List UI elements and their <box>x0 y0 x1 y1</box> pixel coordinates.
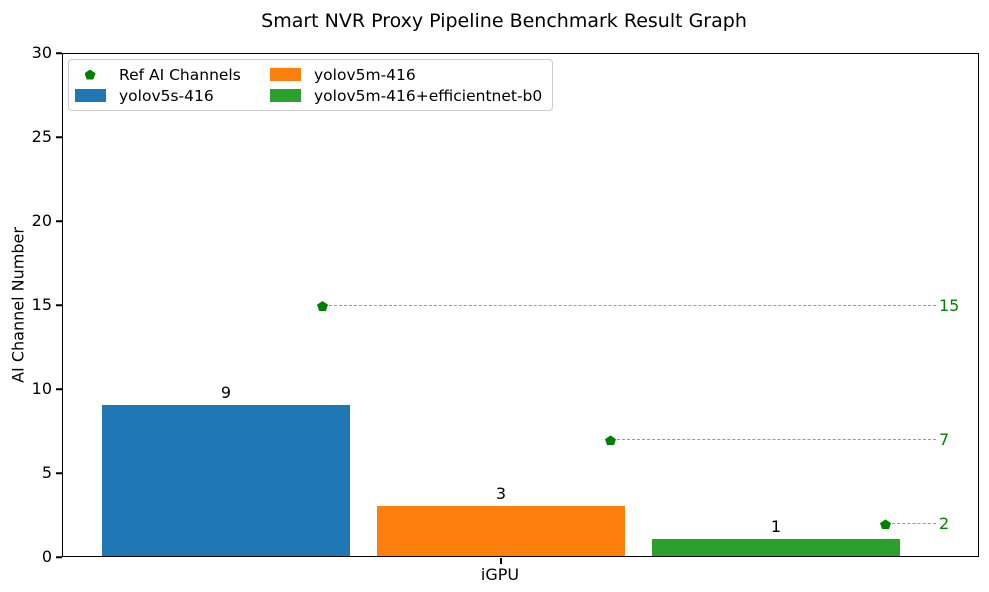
legend-swatch-cell <box>269 89 301 102</box>
y-tick-mark <box>56 52 62 54</box>
legend: Ref AI Channels yolov5s-416 yolov5m-416 yol… <box>68 59 554 111</box>
legend-swatch-cell <box>74 89 106 102</box>
legend-item: yolov5m-416+efficientnet-b0 <box>269 85 542 106</box>
bar-yolov5m-416+efficientnet-b0 <box>652 539 900 556</box>
y-tick-label: 10 <box>31 379 52 398</box>
legend-swatch-cell <box>74 69 106 80</box>
ref-value-label: 7 <box>939 430 950 450</box>
chart-title: Smart NVR Proxy Pipeline Benchmark Resul… <box>261 10 747 32</box>
ref-dashed-line <box>617 439 936 441</box>
ref-pentagon-marker-icon <box>605 435 616 446</box>
ref-pentagon-marker-icon <box>880 519 891 530</box>
legend-patch-swatch <box>269 89 301 102</box>
y-tick-label: 0 <box>41 547 52 566</box>
legend-item: Ref AI Channels <box>74 64 269 85</box>
y-tick-mark <box>56 472 62 474</box>
y-tick-mark <box>56 220 62 222</box>
y-tick-mark <box>56 136 62 138</box>
legend-column: Ref AI Channels yolov5s-416 <box>74 64 269 106</box>
legend-patch-swatch <box>269 68 301 81</box>
pentagon-marker-icon <box>84 69 96 80</box>
bar-yolov5m-416 <box>377 505 625 556</box>
y-tick-label: 5 <box>41 463 52 482</box>
y-tick-label: 25 <box>31 127 52 146</box>
y-tick-mark <box>56 388 62 390</box>
y-tick-mark <box>56 556 62 558</box>
x-tick-label: iGPU <box>480 565 520 584</box>
legend-column: yolov5m-416 yolov5m-416+efficientnet-b0 <box>269 64 542 106</box>
ref-value-label: 2 <box>939 514 950 534</box>
ref-dashed-line <box>892 523 936 525</box>
bar-value-label: 9 <box>220 382 232 402</box>
legend-item-label: yolov5s-416 <box>119 86 214 105</box>
legend-item-label: yolov5m-416 <box>314 65 416 84</box>
y-tick-label: 30 <box>31 43 52 62</box>
ref-pentagon-marker-icon <box>317 301 328 311</box>
bar-yolov5s-416 <box>102 404 350 556</box>
legend-item: yolov5s-416 <box>74 85 269 106</box>
legend-item-label: yolov5m-416+efficientnet-b0 <box>314 86 543 105</box>
legend-patch-swatch <box>74 89 106 102</box>
legend-item-label: Ref AI Channels <box>119 65 241 84</box>
x-tick-mark <box>500 558 502 564</box>
y-tick-label: 20 <box>31 211 52 230</box>
legend-swatch-cell <box>269 68 301 81</box>
y-tick-mark <box>56 304 62 306</box>
ref-value-label: 15 <box>939 296 960 315</box>
legend-item: yolov5m-416 <box>269 64 542 85</box>
plot-area: Ref AI Channels yolov5s-416 yolov5m-416 yol… <box>62 53 979 557</box>
bar-value-label: 1 <box>770 517 782 537</box>
ref-dashed-line <box>329 305 936 306</box>
y-tick-label: 15 <box>31 295 52 314</box>
bar-value-label: 3 <box>495 483 507 503</box>
